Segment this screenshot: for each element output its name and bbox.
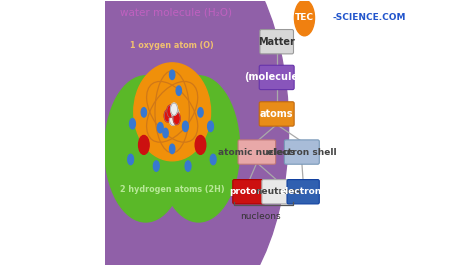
Text: electron shell: electron shell [267, 148, 337, 157]
FancyBboxPatch shape [262, 180, 294, 204]
Ellipse shape [56, 0, 289, 266]
Ellipse shape [185, 161, 191, 171]
FancyBboxPatch shape [259, 102, 294, 126]
Text: 1 oxygen atom (O): 1 oxygen atom (O) [130, 41, 214, 50]
Ellipse shape [128, 154, 134, 165]
Text: Matter: Matter [258, 37, 295, 47]
Text: TEC: TEC [295, 13, 314, 22]
Text: nucleons: nucleons [240, 212, 281, 221]
FancyBboxPatch shape [287, 180, 319, 204]
Ellipse shape [141, 108, 146, 117]
Ellipse shape [134, 63, 210, 161]
Ellipse shape [173, 112, 180, 124]
Ellipse shape [198, 108, 203, 117]
Ellipse shape [182, 121, 188, 132]
Ellipse shape [172, 108, 179, 120]
Text: protons: protons [229, 187, 269, 196]
Ellipse shape [157, 123, 163, 133]
Text: electrons: electrons [279, 187, 327, 196]
Ellipse shape [154, 161, 159, 171]
Ellipse shape [171, 103, 177, 115]
Ellipse shape [294, 0, 315, 36]
Ellipse shape [170, 113, 176, 125]
Text: (molecules): (molecules) [245, 72, 309, 82]
Text: water molecule (H₂O): water molecule (H₂O) [120, 7, 232, 17]
Ellipse shape [170, 144, 175, 153]
Text: atomic nucleus: atomic nucleus [219, 148, 295, 157]
Ellipse shape [195, 135, 206, 154]
FancyBboxPatch shape [238, 140, 276, 164]
Ellipse shape [105, 76, 187, 222]
Ellipse shape [164, 110, 171, 122]
Ellipse shape [176, 86, 182, 95]
Ellipse shape [129, 119, 136, 129]
Text: -SCIENCE.COM: -SCIENCE.COM [333, 13, 406, 22]
FancyBboxPatch shape [233, 180, 265, 204]
Ellipse shape [158, 76, 240, 222]
Ellipse shape [138, 135, 149, 154]
Ellipse shape [208, 121, 213, 132]
FancyBboxPatch shape [259, 65, 294, 90]
FancyBboxPatch shape [260, 30, 293, 54]
FancyBboxPatch shape [284, 140, 319, 164]
Ellipse shape [163, 128, 168, 138]
Ellipse shape [210, 154, 216, 165]
Ellipse shape [167, 105, 174, 117]
Text: 2 hydrogen atoms (2H): 2 hydrogen atoms (2H) [120, 185, 225, 194]
Text: neutrons: neutrons [255, 187, 301, 196]
Text: atoms: atoms [260, 109, 293, 119]
Ellipse shape [170, 70, 175, 80]
